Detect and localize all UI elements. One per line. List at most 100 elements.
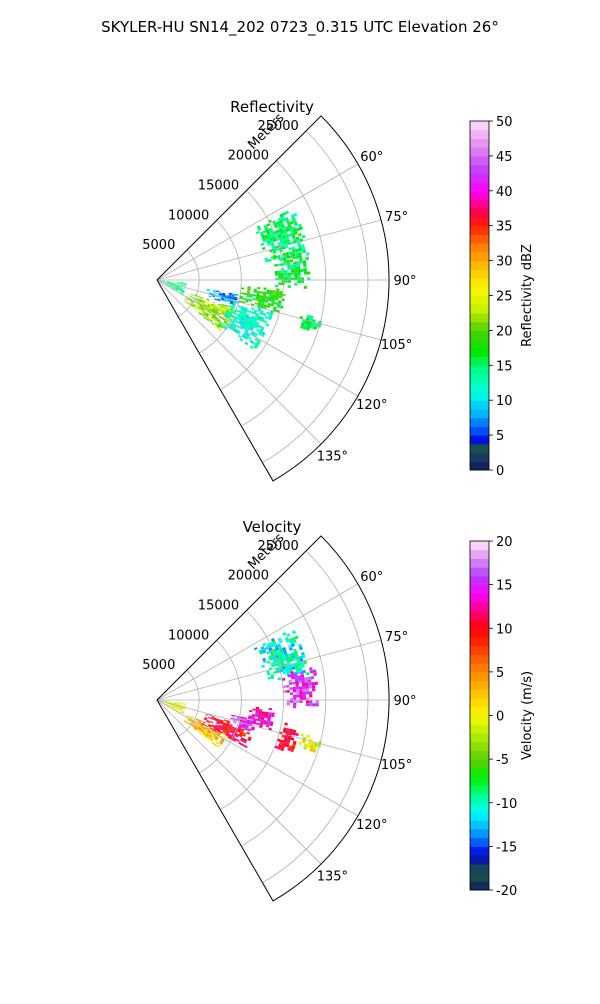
echo-cell <box>297 264 300 267</box>
echo-cell <box>295 253 299 256</box>
colorbar-tick-label: 15 <box>496 579 513 594</box>
echo-cell <box>256 707 259 709</box>
echo-cell <box>212 301 215 303</box>
colorbar-band <box>470 558 489 567</box>
echo-cell <box>252 709 255 711</box>
colorbar-band <box>470 654 489 663</box>
echo-cell <box>301 677 305 680</box>
colorbar-band <box>470 234 489 243</box>
echo-cell <box>263 313 267 316</box>
colorbar-band <box>470 322 489 331</box>
echo-cell <box>302 686 305 689</box>
colorbar-band <box>470 585 489 594</box>
echo-cell <box>269 708 272 710</box>
echo-cell <box>295 678 299 681</box>
echo-cell <box>304 272 307 275</box>
echo-cell <box>287 267 290 270</box>
colorbar-tick-label: -5 <box>496 753 509 768</box>
echo-cell <box>297 266 300 269</box>
echo-cell <box>290 692 293 695</box>
echo-cell <box>262 247 266 250</box>
echo-cell <box>299 695 302 698</box>
colorbar-band <box>470 768 489 777</box>
echo-cell <box>224 719 227 721</box>
echo-cell <box>256 723 260 726</box>
echo-cell <box>278 271 281 274</box>
echo-cell <box>300 700 303 703</box>
echo-cell <box>216 293 219 295</box>
echo-cell <box>197 296 200 298</box>
echo-cell <box>303 260 307 263</box>
echo-cell <box>302 235 306 239</box>
echo-cell <box>290 264 293 267</box>
echo-cell <box>306 700 309 703</box>
colorbar-tick-label: 30 <box>496 255 513 270</box>
colorbar-band <box>470 785 489 794</box>
echo-cell <box>290 259 294 262</box>
colorbar-band <box>470 357 489 366</box>
colorbar-tick-label: -10 <box>496 797 517 812</box>
echo-cell <box>304 677 308 680</box>
echo-cell <box>186 722 189 725</box>
echo-cell <box>285 273 288 276</box>
colorbar-band <box>470 156 489 165</box>
echo-cell <box>308 679 312 682</box>
colorbar-band <box>470 374 489 383</box>
colorbar-band <box>470 759 489 768</box>
azimuth-spoke <box>157 700 358 816</box>
echo-cell <box>281 735 285 738</box>
echo-cell <box>180 704 183 705</box>
echo-cell <box>298 280 301 283</box>
colorbar-band <box>470 269 489 278</box>
colorbar-label: Reflectivity dBZ <box>520 244 535 347</box>
echo-cell <box>254 647 258 650</box>
echo-cell <box>217 744 220 747</box>
echo-cell <box>306 689 309 692</box>
echo-cell <box>210 721 213 723</box>
echo-cell <box>208 295 211 297</box>
colorbar-band <box>470 173 489 182</box>
echo-cell <box>293 261 297 264</box>
echo-cell <box>288 275 291 278</box>
echo-cell <box>177 704 180 705</box>
echo-cell <box>300 672 304 675</box>
azimuth-tick-label: 135° <box>317 449 348 464</box>
colorbar-band <box>470 391 489 400</box>
echo-cell <box>293 264 296 267</box>
echo-cell <box>297 269 300 272</box>
colorbar-band <box>470 409 489 418</box>
colorbar-tick-label: 5 <box>496 666 504 681</box>
echo-cell <box>277 677 281 680</box>
echo-cell <box>275 295 278 298</box>
echo-cell <box>311 682 315 685</box>
colorbar-band <box>470 226 489 235</box>
echo-cell <box>177 282 180 283</box>
colorbar-band <box>470 811 489 820</box>
echo-cell <box>254 302 258 305</box>
echo-cell <box>312 688 315 691</box>
range-tick-label: 20000 <box>228 149 269 164</box>
echo-cell <box>218 304 221 306</box>
echo-cell <box>274 264 277 267</box>
echo-cell <box>182 288 185 289</box>
echo-cell <box>214 298 217 300</box>
echo-cell <box>174 282 177 283</box>
echo-cell <box>235 294 238 296</box>
colorbar-band <box>470 707 489 716</box>
echo-cell <box>275 285 278 287</box>
echo-cell <box>257 287 260 289</box>
colorbar-band <box>470 602 489 611</box>
echo-cell <box>294 275 297 278</box>
colorbar-band <box>470 733 489 742</box>
echo-cell <box>291 272 294 275</box>
echo-cell <box>294 267 297 270</box>
colorbar-band <box>470 864 489 873</box>
echo-cell <box>261 243 265 246</box>
echo-cell <box>286 633 290 637</box>
azimuth-tick-label: 120° <box>356 398 387 413</box>
colorbar-band <box>470 620 489 629</box>
echo-cell <box>295 681 299 684</box>
echo-cell <box>296 700 299 703</box>
